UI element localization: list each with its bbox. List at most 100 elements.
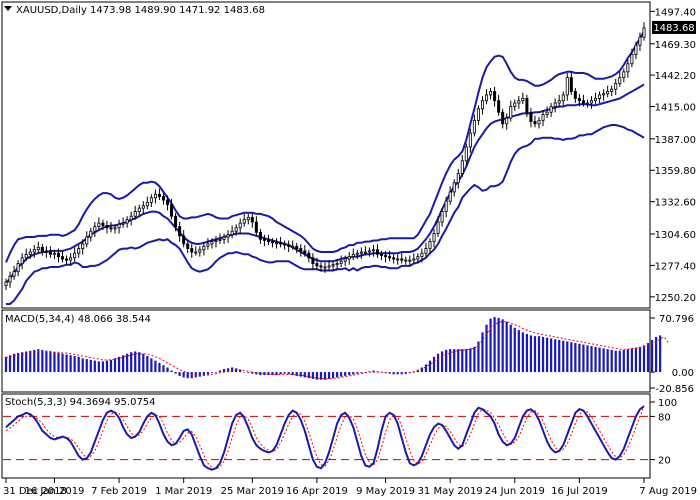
candle-body [311,257,315,264]
candle-body [327,265,331,268]
candle-body [375,249,380,255]
candle-body [384,255,388,258]
macd-bar [231,367,234,373]
candle-body [73,252,77,259]
macd-tick-label: 0.00 [672,368,694,379]
macd-bar [570,342,573,373]
candle-body [283,243,287,246]
macd-bar [594,346,597,373]
macd-bar [146,356,149,373]
chart-menu-icon[interactable] [4,6,12,11]
macd-bar [574,343,577,373]
macd-bar [465,349,468,373]
macd-bar [485,324,488,373]
price-tick-label: 1359.80 [655,166,696,177]
candle-body [610,88,614,92]
time-tick-label: 24 Jun 2019 [485,486,545,497]
candle-body [351,253,355,258]
time-tick-label: 7 Feb 2019 [91,486,147,497]
macd-bar [279,372,282,375]
candle-body [287,244,291,247]
macd-bar [206,372,210,375]
macd-bar [327,372,331,379]
candle-body [497,100,501,113]
macd-bar [550,338,553,373]
macd-bar [29,350,32,373]
candle-body [174,215,178,228]
stoch-tick-label: 80 [658,412,671,423]
macd-bar [53,352,56,373]
candle-body [585,102,589,105]
candle-body [210,241,214,245]
price-panel[interactable]: 1497.40 1469.30 1442.20 1415.00 1387.00 1359.… [1,1,696,309]
time-tick-label: 16 Jan 2019 [24,486,84,497]
candle-body [153,193,157,199]
candle-body [186,243,190,249]
macd-bar [186,372,189,379]
candle-body [428,241,432,249]
candle-body [28,251,32,255]
candle-body [545,111,549,115]
macd-bar [622,349,625,373]
candle-body [468,132,472,148]
macd-bar [545,337,549,373]
candle-body [339,260,343,264]
macd-bar [158,362,161,373]
candle-body [242,219,246,224]
macd-title: MACD(5,34,4) 48.066 38.544 [5,314,151,325]
macd-bar [190,372,193,379]
candle-body [485,94,489,102]
price-panel-frame [1,1,651,309]
candle-body [182,235,186,245]
macd-bar [8,355,12,373]
candle-body [149,197,153,203]
macd-bar [311,372,314,379]
candle-body [12,271,16,277]
macd-bar [243,372,246,373]
candle-body [48,251,52,255]
candle-body [258,231,262,240]
macd-bar [513,327,516,373]
candle-body [452,182,456,193]
macd-bar [247,372,250,373]
candle-body [525,98,529,113]
macd-panel[interactable]: 70.796 0.00 -20.856 MACD(5,34,4) 48.066 38… [1,309,694,395]
candle-body [218,238,222,241]
macd-bar [263,372,266,376]
macd-bar [202,372,205,376]
candle-body [24,253,28,259]
candle-body [81,243,85,249]
macd-bar [453,349,456,373]
price-tick-label: 1497.40 [655,7,696,18]
candle-body [440,211,444,223]
macd-bar [440,351,444,373]
macd-bar [315,372,319,380]
candle-body [4,281,8,286]
stochastic-panel[interactable]: 100 80 20 Stoch(5,3,3) 94.3694 95.0754 [1,393,677,479]
candle-body [392,257,396,260]
macd-bar [105,360,109,373]
macd-bar [646,343,650,373]
candle-body [97,222,101,228]
stoch-title: Stoch(5,3,3) 94.3694 95.0754 [5,397,156,408]
macd-bar [655,336,658,373]
candle-body [335,263,339,266]
candle-body [347,256,351,260]
macd-bar [218,370,222,373]
macd-bar [404,372,407,374]
macd-bar [69,355,72,373]
candle-body [541,114,545,121]
macd-bar [150,358,153,373]
candle-body [194,251,198,254]
candle-body [105,225,109,229]
candle-body [521,98,525,102]
candle-body [214,240,218,243]
macd-bar [428,360,432,373]
candle-body [642,27,646,38]
macd-bar [449,349,452,373]
time-tick-label: 16 Jul 2019 [551,486,608,497]
macd-bar [198,372,201,377]
candle-body [537,119,541,125]
